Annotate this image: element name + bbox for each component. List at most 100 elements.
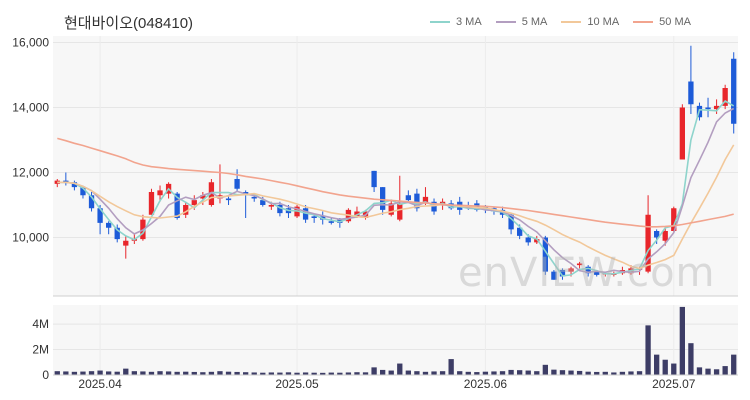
legend-item-ma5[interactable]: 5 MA <box>495 16 547 28</box>
volume-bar <box>482 371 489 375</box>
volume-bar <box>559 370 566 375</box>
price-tick-label: 10,000 <box>12 231 49 245</box>
volume-bar <box>200 372 206 375</box>
volume-bar <box>722 366 728 375</box>
volume-bar <box>439 371 446 375</box>
candle-body <box>405 195 411 201</box>
candle-body <box>63 180 69 183</box>
volume-bar <box>88 371 95 375</box>
volume-bar <box>114 371 120 375</box>
candle-body <box>174 193 180 218</box>
candle-body <box>551 271 557 280</box>
candle-body <box>568 268 574 272</box>
volume-bar <box>679 306 685 375</box>
legend: 3 MA 5 MA 10 MA 50 MA <box>430 16 705 28</box>
volume-bar <box>71 371 78 375</box>
legend-item-ma3[interactable]: 3 MA <box>430 16 482 28</box>
volume-bar <box>311 372 317 375</box>
volume-tick-label: 0 <box>42 368 49 382</box>
volume-bar <box>628 371 634 375</box>
volume-bar <box>534 371 540 375</box>
volume-bar <box>499 371 506 375</box>
legend-item-ma50[interactable]: 50 MA <box>633 16 691 28</box>
candle-body <box>388 203 394 215</box>
candle-body <box>662 231 668 241</box>
ma5-line <box>57 107 735 274</box>
volume-bar <box>405 370 411 375</box>
legend-swatch-ma50 <box>633 21 654 23</box>
ma10-line <box>57 144 735 270</box>
candle-body <box>302 208 309 220</box>
price-tick-label: 12,000 <box>12 166 49 180</box>
x-tick-label: 2025.04 <box>78 377 122 391</box>
candle-body <box>542 237 548 272</box>
volume-bar <box>422 371 429 375</box>
candle-body <box>97 208 103 223</box>
volume-bar <box>268 372 274 375</box>
volume-bar <box>654 354 660 375</box>
volume-bar <box>285 372 292 375</box>
volume-bar <box>140 371 146 375</box>
volume-bar <box>225 371 232 375</box>
volume-bar <box>662 359 668 375</box>
volume-bar <box>106 371 112 375</box>
volume-bar <box>294 372 300 375</box>
volume-bar <box>337 372 343 375</box>
candle-body <box>311 216 317 218</box>
candle-body <box>114 227 120 240</box>
candle-body <box>54 180 60 184</box>
volume-bar <box>243 372 249 375</box>
candle-body <box>517 227 523 236</box>
x-tick-label: 2025.06 <box>464 377 508 391</box>
candle-body <box>534 239 540 243</box>
volume-bar <box>611 372 617 375</box>
volume-bar <box>191 371 197 375</box>
candle-body <box>328 221 334 223</box>
volume-bar <box>165 371 172 375</box>
price-tick-label: 16,000 <box>12 36 49 50</box>
volume-bar <box>491 371 497 375</box>
volume-bar <box>414 371 420 375</box>
candle-body <box>397 203 403 220</box>
x-tick-label: 2025.05 <box>275 377 319 391</box>
candle-body <box>731 58 737 124</box>
candle-body <box>645 214 651 272</box>
volume-bar <box>619 371 626 375</box>
volume-bar <box>474 372 480 375</box>
volume-bar <box>380 369 386 375</box>
volume-bar <box>183 371 189 375</box>
candle-body <box>525 237 531 243</box>
price-plot-area <box>53 36 738 296</box>
volume-bar <box>97 370 103 375</box>
volume-bar <box>576 370 583 375</box>
candle-body <box>559 270 566 277</box>
volume-bar <box>525 370 531 375</box>
volume-bar <box>731 354 737 375</box>
candle-body <box>508 214 514 230</box>
legend-item-ma10[interactable]: 10 MA <box>561 16 619 28</box>
volume-bar <box>260 372 266 375</box>
volume-tick-label: 2M <box>32 343 49 357</box>
volume-bar <box>80 371 86 375</box>
volume-bar <box>465 371 471 375</box>
volume-bar <box>277 372 283 375</box>
volume-tick-label: 4M <box>32 317 49 331</box>
candle-body <box>148 192 155 215</box>
volume-bar <box>636 371 643 375</box>
volume-bar <box>251 372 257 375</box>
candle-body <box>260 200 266 205</box>
volume-bar <box>448 359 454 375</box>
volume-bar <box>123 368 129 375</box>
candle-body <box>705 107 711 110</box>
volume-bar <box>362 372 369 375</box>
candle-body <box>268 205 274 207</box>
volume-bar <box>551 369 557 375</box>
candle-body <box>191 200 197 205</box>
volume-bar <box>54 371 60 375</box>
legend-swatch-ma5 <box>495 21 516 23</box>
candle-body <box>414 193 420 209</box>
volume-bar <box>457 371 463 375</box>
candle-body <box>71 182 78 188</box>
volume-bar <box>345 372 352 375</box>
